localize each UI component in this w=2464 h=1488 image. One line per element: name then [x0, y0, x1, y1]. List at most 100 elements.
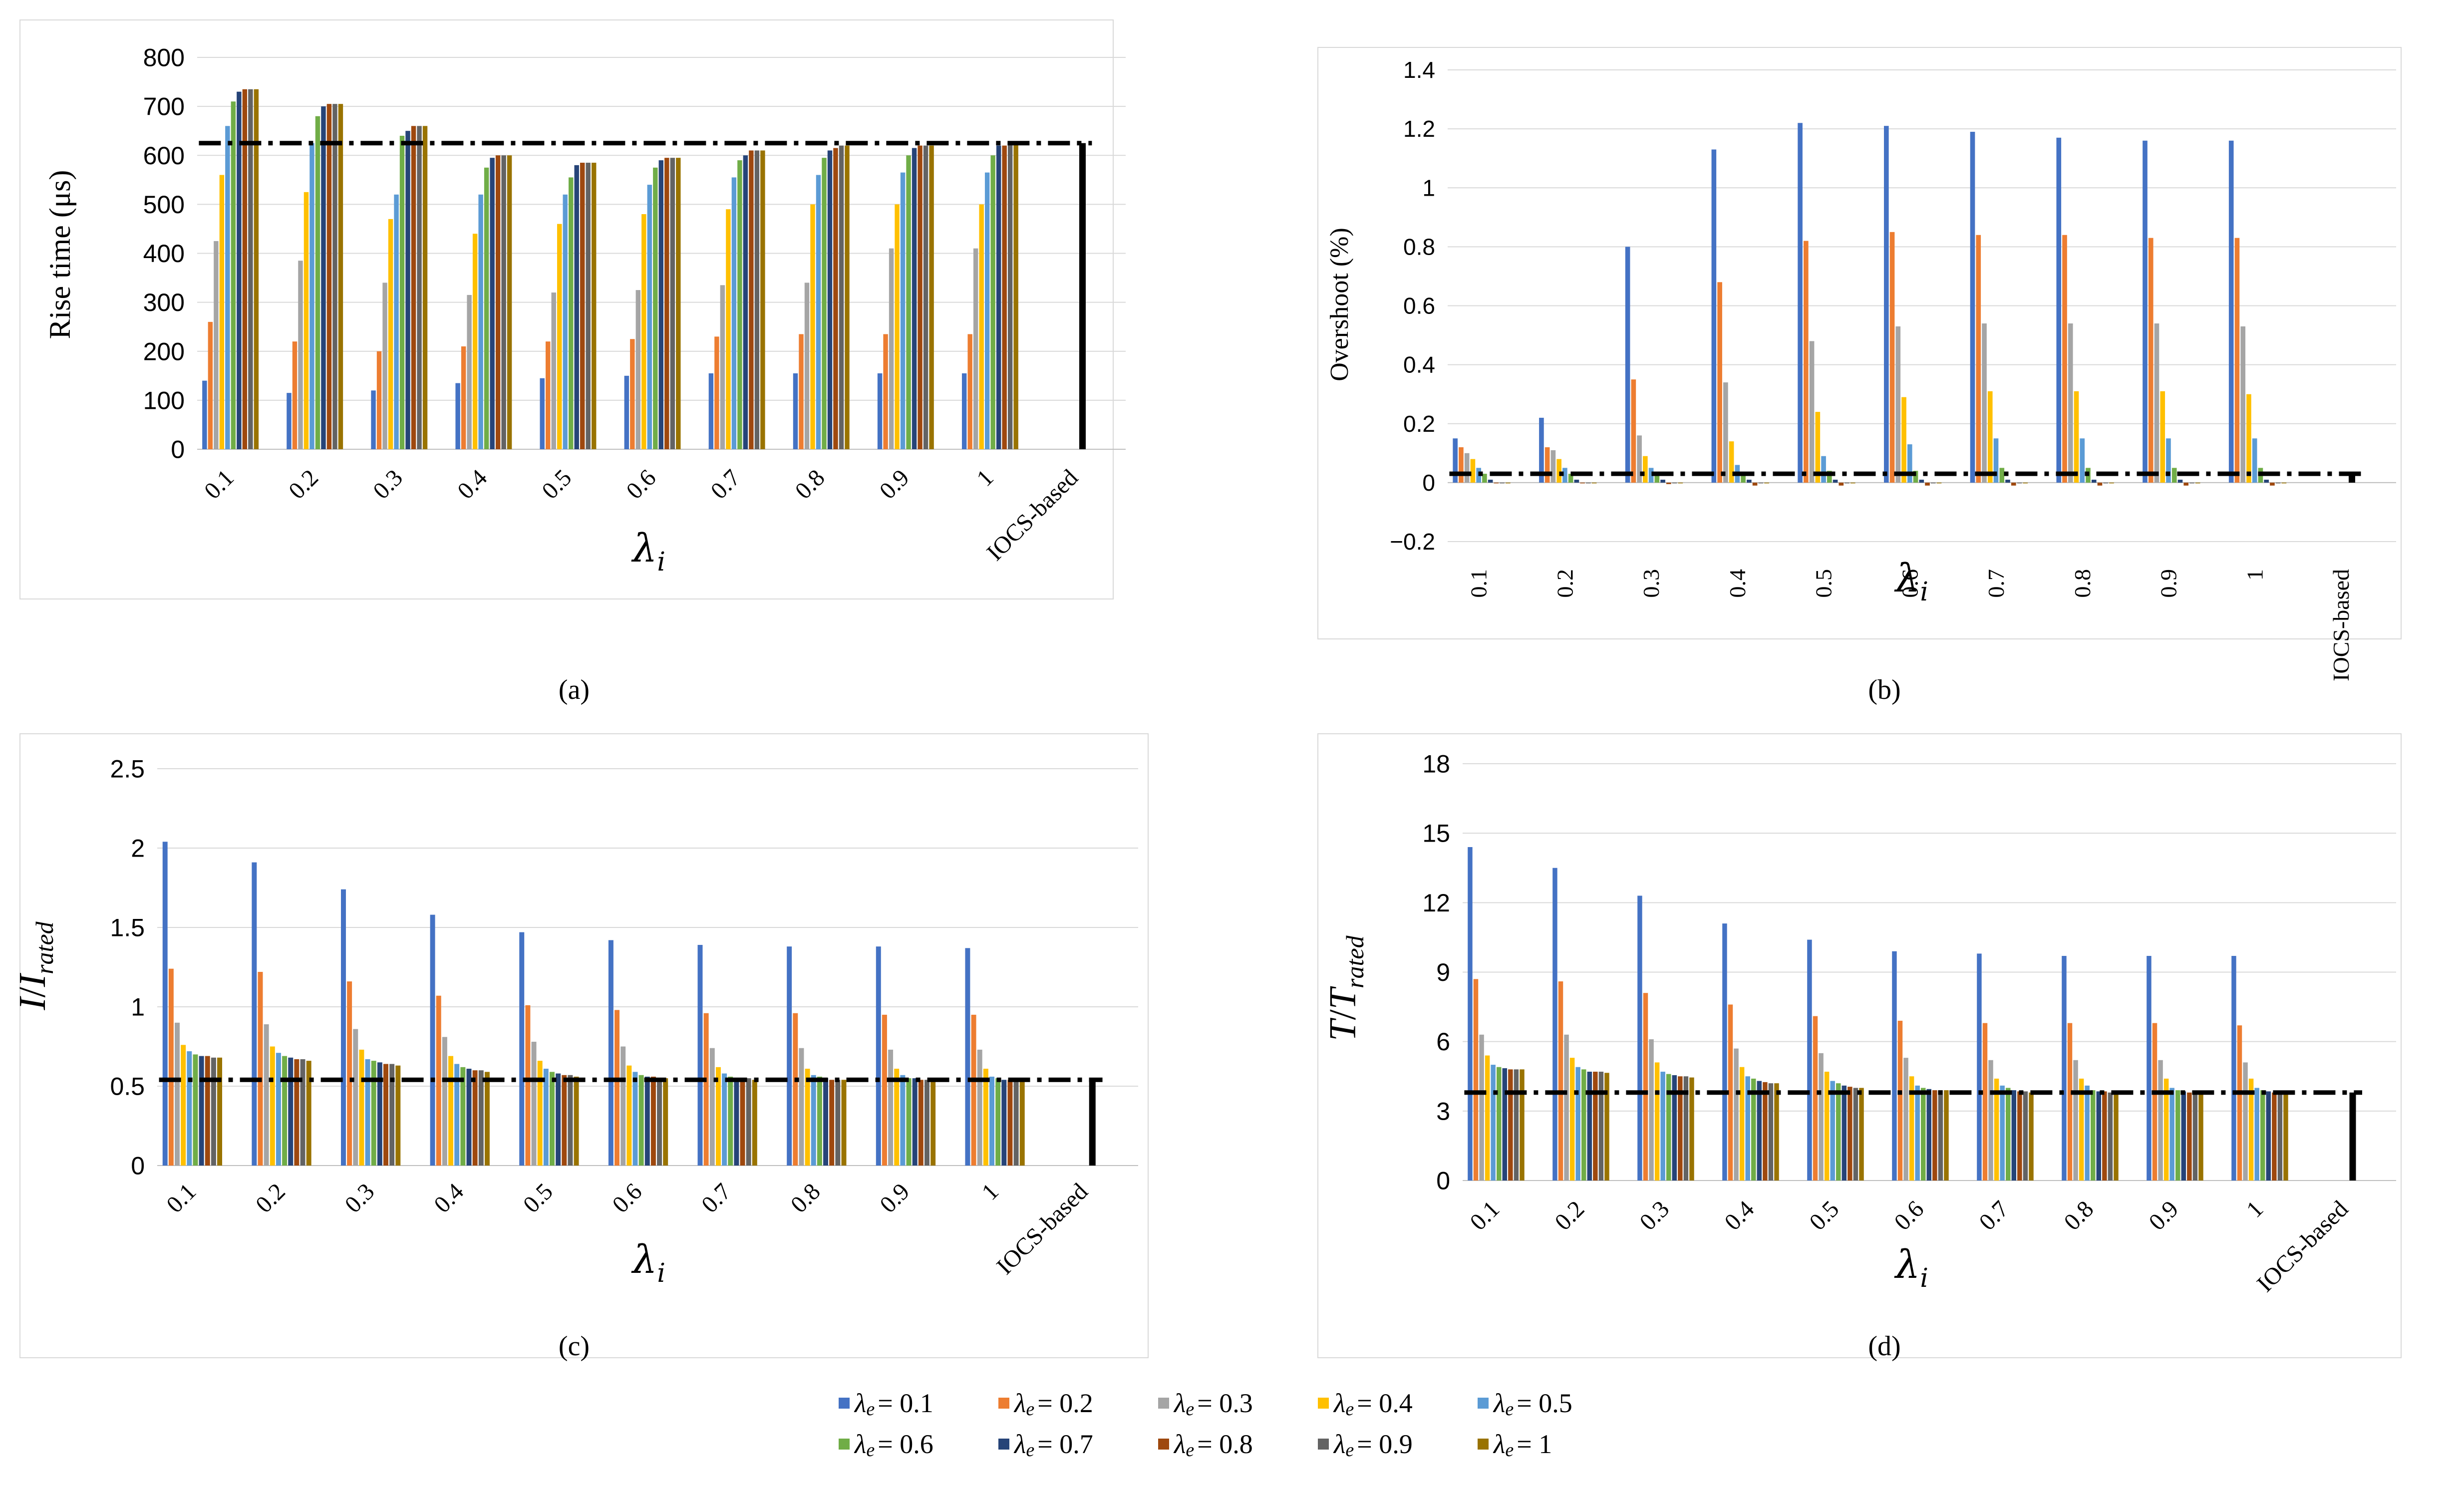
bar [822, 158, 827, 449]
bar [876, 946, 881, 1166]
bar [2096, 1091, 2102, 1181]
bar [961, 373, 967, 449]
bar [626, 1065, 632, 1166]
bar [1976, 235, 1981, 483]
bar [2102, 1091, 2107, 1181]
bar [900, 1075, 906, 1166]
bar [461, 346, 466, 449]
bar [641, 214, 646, 449]
bar [983, 1069, 988, 1166]
bar [2169, 1088, 2174, 1181]
bar [2248, 1078, 2254, 1181]
legend-symbol: λ [1174, 1388, 1186, 1418]
bar [728, 1076, 733, 1166]
bar [743, 155, 748, 449]
bar [294, 1059, 300, 1166]
bar [804, 283, 810, 449]
x-tick-label: 0.7 [696, 1178, 736, 1218]
x-tick-label: 0.3 [1634, 1195, 1674, 1235]
bar [2006, 1088, 2011, 1181]
x-tick-label: 0.9 [2156, 569, 2181, 598]
x-tick-label: 0.5 [518, 1178, 558, 1218]
x-tick-label: 0.4 [429, 1178, 469, 1218]
bar [2056, 137, 2062, 483]
bar [2152, 1023, 2157, 1181]
y-tick-label: 0 [171, 436, 185, 464]
bar [1586, 482, 1591, 484]
bar [1764, 482, 1769, 484]
bar [1502, 1068, 1508, 1181]
bar [793, 373, 798, 449]
bar [1643, 456, 1648, 483]
legend-item: λ e = 0.1 [839, 1388, 998, 1420]
x-tick-label: 1 [971, 464, 998, 491]
bar [1678, 1076, 1683, 1181]
bar [231, 101, 236, 449]
legend-label: = 0.3 [1197, 1388, 1253, 1418]
bar [995, 1078, 1001, 1166]
bar [2163, 1078, 2169, 1181]
bar [574, 1076, 579, 1166]
bar [359, 1049, 364, 1166]
legend-swatch [839, 1439, 850, 1450]
bar [754, 150, 760, 449]
bar [1723, 382, 1728, 483]
x-tick-label: 0.3 [368, 464, 408, 504]
x-tick-label: IOCS-based [981, 464, 1083, 566]
bar [353, 1029, 358, 1166]
bar [1897, 1020, 1903, 1181]
bar [805, 1069, 810, 1166]
bar [417, 126, 422, 449]
legend-swatch [1318, 1398, 1329, 1409]
bar [2068, 323, 2073, 483]
bar [304, 192, 309, 449]
bar [726, 209, 731, 449]
bar [1631, 379, 1636, 483]
bar [1564, 1034, 1569, 1181]
bar [1836, 1083, 1841, 1181]
bar [882, 1014, 887, 1166]
bar [1660, 1071, 1665, 1181]
bar [984, 172, 990, 449]
bar [1473, 979, 1479, 1181]
bar [292, 341, 298, 449]
bar [1558, 981, 1563, 1181]
bar [1815, 412, 1821, 483]
y-tick-label: 100 [143, 386, 185, 414]
bar [2067, 1023, 2073, 1181]
bar [1598, 1071, 1604, 1181]
bar [1809, 341, 1815, 483]
legend-symbol: λ [1494, 1388, 1506, 1418]
bar [715, 1067, 721, 1166]
bar [1853, 1088, 1858, 1181]
bar [2175, 1090, 2180, 1181]
bar [442, 1037, 447, 1166]
bar [208, 321, 213, 449]
bar [1919, 479, 1924, 483]
x-tick-label: 0.5 [537, 464, 577, 504]
bar [1944, 1090, 1949, 1181]
legend-symbol: λ [1494, 1429, 1506, 1459]
bar [1728, 1004, 1733, 1181]
bar [1807, 939, 1812, 1181]
chart-panel-b: −0.2 0 0.2 0.4 0.6 0.8 1 1.2 1.4 0.1 0.2 0.3 0.4 0.5 0… [1317, 47, 2402, 705]
bar [632, 1072, 638, 1166]
bar [1497, 1067, 1502, 1181]
bar [340, 889, 346, 1166]
bar [722, 1073, 727, 1166]
bar [740, 1078, 745, 1166]
iocs-reference-bar [1089, 1080, 1096, 1166]
bar [1459, 447, 1464, 483]
bar [205, 1056, 210, 1166]
bar [823, 1078, 829, 1166]
bar [455, 383, 460, 449]
legend-subscript: e [866, 1440, 875, 1461]
bar [737, 160, 742, 449]
bar [1848, 1087, 1852, 1181]
bar [720, 285, 725, 449]
legend-symbol: λ [855, 1388, 867, 1418]
bar [2231, 956, 2236, 1181]
bar [478, 194, 483, 449]
bar [967, 334, 972, 449]
bar [591, 162, 597, 449]
